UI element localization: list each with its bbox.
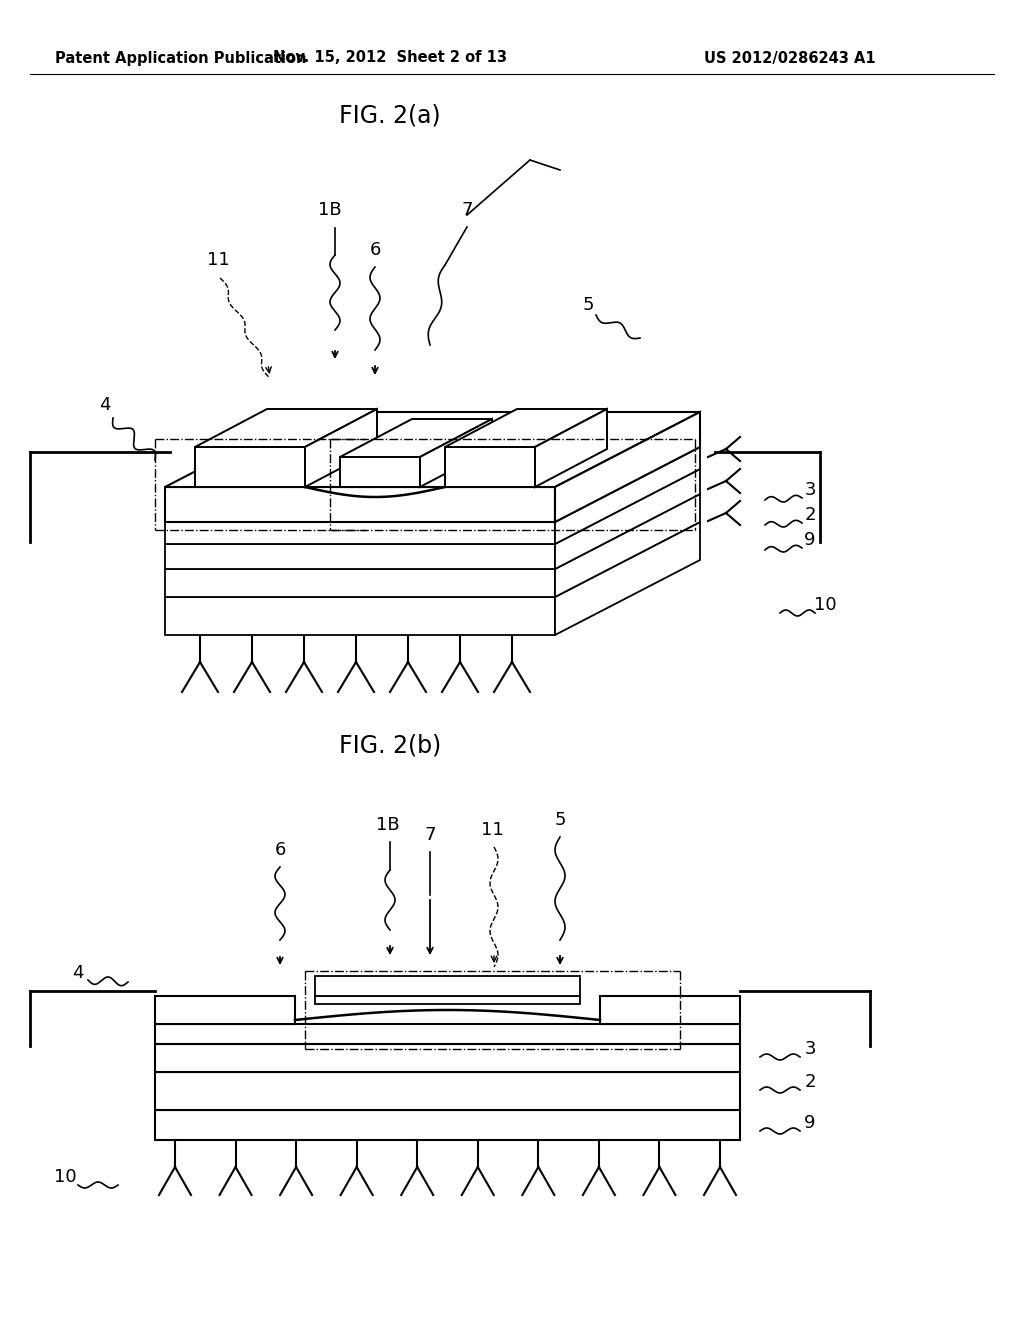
- Text: 1B: 1B: [318, 201, 342, 219]
- Text: FIG. 2(b): FIG. 2(b): [339, 733, 441, 756]
- Text: FIG. 2(a): FIG. 2(a): [339, 103, 440, 127]
- Text: 7: 7: [424, 826, 436, 843]
- Bar: [155, 1024, 740, 1044]
- Polygon shape: [165, 569, 555, 597]
- Text: 4: 4: [99, 396, 111, 414]
- Polygon shape: [165, 412, 700, 487]
- Text: 11: 11: [480, 821, 504, 840]
- Bar: [155, 1044, 740, 1072]
- Text: 11: 11: [207, 251, 229, 269]
- Bar: [315, 997, 580, 1005]
- Polygon shape: [555, 469, 700, 569]
- Polygon shape: [165, 469, 700, 544]
- Polygon shape: [195, 409, 377, 447]
- Text: 10: 10: [814, 597, 837, 614]
- Text: Nov. 15, 2012  Sheet 2 of 13: Nov. 15, 2012 Sheet 2 of 13: [273, 50, 507, 66]
- Text: 10: 10: [53, 1168, 77, 1185]
- Polygon shape: [165, 544, 555, 569]
- Text: 5: 5: [554, 810, 565, 829]
- Polygon shape: [165, 447, 700, 521]
- Polygon shape: [445, 409, 607, 447]
- Polygon shape: [165, 597, 555, 635]
- Text: 1B: 1B: [376, 816, 399, 834]
- Text: 7: 7: [461, 201, 473, 219]
- Polygon shape: [305, 409, 377, 487]
- Polygon shape: [340, 418, 492, 457]
- Polygon shape: [555, 412, 700, 521]
- Polygon shape: [165, 487, 555, 521]
- Text: 2: 2: [804, 506, 816, 524]
- Text: Patent Application Publication: Patent Application Publication: [55, 50, 306, 66]
- Polygon shape: [555, 494, 700, 597]
- Polygon shape: [195, 447, 305, 487]
- Text: 5: 5: [583, 296, 594, 314]
- Text: 9: 9: [804, 1114, 816, 1133]
- Bar: [315, 975, 580, 997]
- Polygon shape: [535, 409, 607, 487]
- Polygon shape: [420, 418, 492, 487]
- Polygon shape: [555, 521, 700, 635]
- Polygon shape: [165, 521, 700, 597]
- Polygon shape: [340, 457, 420, 487]
- Text: 3: 3: [804, 480, 816, 499]
- Text: 3: 3: [804, 1040, 816, 1059]
- Text: 6: 6: [370, 242, 381, 259]
- Bar: [155, 1110, 740, 1140]
- Polygon shape: [165, 521, 555, 544]
- Text: 9: 9: [804, 531, 816, 549]
- Bar: [155, 997, 295, 1024]
- Polygon shape: [555, 447, 700, 544]
- Text: 4: 4: [73, 964, 84, 982]
- Polygon shape: [165, 494, 700, 569]
- Text: 6: 6: [274, 841, 286, 859]
- Text: US 2012/0286243 A1: US 2012/0286243 A1: [705, 50, 876, 66]
- Polygon shape: [445, 447, 535, 487]
- Bar: [600, 997, 740, 1024]
- Text: 2: 2: [804, 1073, 816, 1092]
- Bar: [155, 1072, 740, 1110]
